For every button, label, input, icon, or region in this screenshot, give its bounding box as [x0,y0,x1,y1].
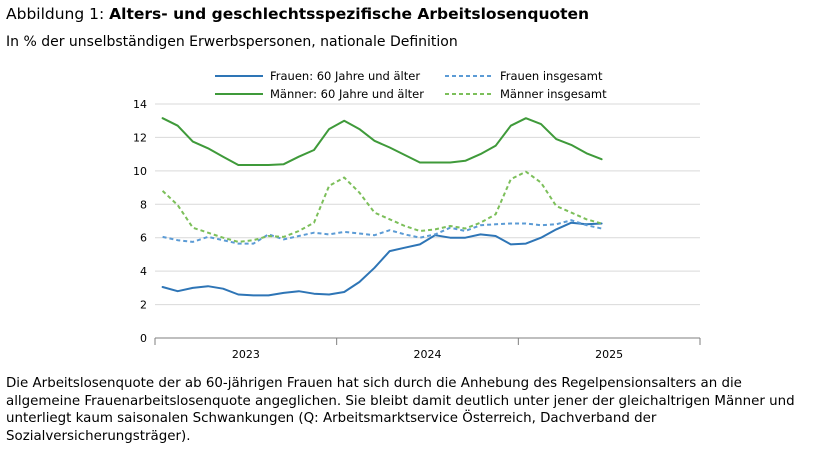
legend-label: Männer insgesamt [500,87,607,101]
y-tick-label: 2 [140,299,147,312]
x-tick-label: 2023 [232,348,260,361]
y-tick-label: 4 [140,265,147,278]
y-tick-label: 6 [140,232,147,245]
y-tick-label: 12 [133,131,147,144]
y-tick-label: 14 [133,98,147,111]
x-tick-label: 2025 [595,348,623,361]
title-prefix: Abbildung 1: [6,5,110,23]
legend-label: Frauen insgesamt [500,69,603,83]
series-lines [161,117,603,297]
legend-label: Männer: 60 Jahre und älter [270,87,424,101]
axes: 0 2 4 6 8 10 12 14 2023 2024 2025 [133,98,701,361]
legend-label: Frauen: 60 Jahre und älter [270,69,420,83]
line-chart: 0 2 4 6 8 10 12 14 2023 2024 2025 Frauen: 60 Jahre… [133,69,701,361]
figure-caption: Die Arbeitslosenquote der ab 60-jährigen… [6,376,795,444]
x-tick-label: 2024 [414,348,442,361]
title-main: Alters- und geschlechtsspezifische Arbei… [109,5,590,23]
series-line-3 [161,117,603,166]
chart-subtitle: In % der unselbständigen Erwerbspersonen… [6,34,458,50]
legend: Frauen: 60 Jahre und älter Frauen insgesa… [215,69,607,101]
y-tick-label: 10 [133,165,147,178]
series-line-1 [161,221,603,297]
y-tick-label: 8 [140,198,147,211]
series-line-2 [162,219,602,245]
y-tick-label: 0 [140,332,147,345]
chart-title: Abbildung 1: Alters- und geschlechtsspez… [6,5,589,23]
series-line-4 [161,170,602,243]
gridlines [155,103,700,306]
